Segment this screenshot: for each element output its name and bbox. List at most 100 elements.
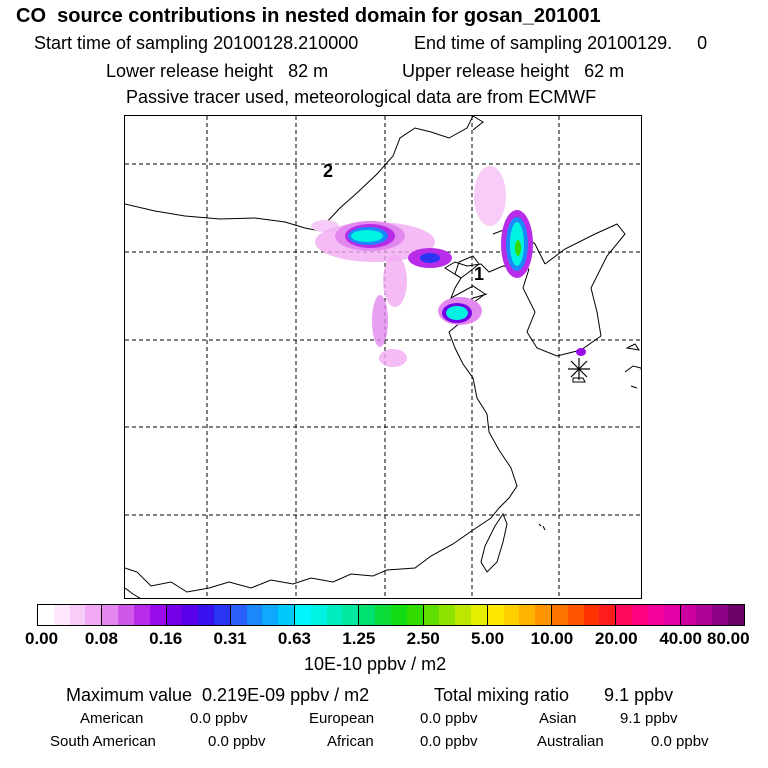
colorbar-cell bbox=[696, 605, 713, 625]
colorbar bbox=[37, 604, 745, 626]
region-value-american: 0.0 ppbv bbox=[190, 710, 248, 727]
tracer-note: Passive tracer used, meteorological data… bbox=[126, 87, 597, 107]
colorbar-tick-label: 0.16 bbox=[149, 629, 183, 648]
colorbar-tick-label: 80.00 bbox=[707, 629, 750, 648]
region-name-african: African bbox=[327, 733, 374, 750]
source-label-1: 1 bbox=[474, 264, 484, 284]
region-value-south-american: 0.0 ppbv bbox=[208, 733, 266, 750]
region-value-asian: 9.1 ppbv bbox=[620, 710, 678, 727]
colorbar-cell bbox=[102, 605, 119, 625]
colorbar-cell bbox=[663, 605, 681, 625]
plume-cell bbox=[383, 255, 407, 307]
region-name-south-american: South American bbox=[50, 733, 156, 750]
colorbar-cell bbox=[295, 605, 311, 625]
region-value-australian: 0.0 ppbv bbox=[651, 733, 709, 750]
colorbar-cell bbox=[712, 605, 728, 625]
colorbar-cell bbox=[503, 605, 520, 625]
colorbar-cell bbox=[647, 605, 664, 625]
plume-cell bbox=[351, 230, 383, 242]
colorbar-cell bbox=[85, 605, 103, 625]
upper-release-height: Upper release height 62 m bbox=[402, 61, 625, 81]
hainan-south-edge bbox=[125, 587, 141, 598]
colorbar-cell bbox=[213, 605, 231, 625]
colorbar-cell bbox=[519, 605, 536, 625]
colorbar-cell bbox=[406, 605, 424, 625]
manchuria-border bbox=[472, 116, 484, 131]
lower-release-height: Lower release height 82 m bbox=[106, 61, 329, 81]
colorbar-cell bbox=[278, 605, 295, 625]
colorbar-cell bbox=[198, 605, 214, 625]
colorbar-cell bbox=[470, 605, 488, 625]
colorbar-cell bbox=[246, 605, 263, 625]
bohai-bay-coast bbox=[454, 255, 480, 279]
colorbar-cell bbox=[166, 605, 183, 625]
japan-kyushu bbox=[624, 365, 641, 373]
colorbar-cell bbox=[149, 605, 167, 625]
colorbar-cell bbox=[182, 605, 199, 625]
colorbar-cell bbox=[375, 605, 391, 625]
colorbar-tick-label: 0.08 bbox=[84, 629, 118, 648]
colorbar-cell bbox=[342, 605, 360, 625]
colorbar-tick-label: 1.25 bbox=[342, 629, 376, 648]
source-label-2: 2 bbox=[323, 161, 333, 181]
start-time-label: Start time of sampling 20100128.210000 bbox=[34, 33, 359, 53]
colorbar-cell bbox=[423, 605, 440, 625]
colorbar-cell bbox=[567, 605, 584, 625]
colorbar-cell bbox=[390, 605, 407, 625]
end-time-label: End time of sampling 20100129. 0 bbox=[414, 33, 708, 53]
colorbar-units: 10E-10 ppbv / m2 bbox=[304, 654, 447, 674]
colorbar-tick-label: 0.31 bbox=[213, 629, 247, 648]
korea-east-coast bbox=[544, 223, 626, 337]
concentration-map: 2 1 bbox=[124, 115, 642, 599]
colorbar-tick-label: 5.00 bbox=[470, 629, 505, 648]
colorbar-tick-label: 0.00 bbox=[25, 629, 59, 648]
colorbar-cell bbox=[439, 605, 456, 625]
colorbar-cell bbox=[262, 605, 279, 625]
map-canvas: 2 1 bbox=[125, 116, 641, 598]
yellow-sea-coast bbox=[125, 261, 530, 593]
colorbar-cell bbox=[599, 605, 617, 625]
grid-lines bbox=[125, 116, 641, 598]
region-name-australian: Australian bbox=[537, 733, 604, 750]
colorbar-cell bbox=[118, 605, 134, 625]
colorbar-cell bbox=[727, 605, 744, 625]
colorbar-cell bbox=[455, 605, 471, 625]
region-name-american: American bbox=[80, 710, 144, 727]
region-name-asian: Asian bbox=[539, 710, 577, 727]
colorbar-cell bbox=[616, 605, 633, 625]
colorbar-cell bbox=[552, 605, 568, 625]
plume-cell bbox=[372, 295, 388, 347]
colorbar-cell bbox=[133, 605, 150, 625]
colorbar-cell bbox=[326, 605, 343, 625]
region-name-european: European bbox=[309, 710, 375, 727]
maximum-value: Maximum value 0.219E-09 ppbv / m2 bbox=[66, 685, 370, 705]
colorbar-cell bbox=[487, 605, 504, 625]
plume-cell bbox=[446, 306, 468, 320]
total-mixing-ratio: Total mixing ratio 9.1 ppbv bbox=[434, 685, 674, 705]
colorbar-cell bbox=[69, 605, 86, 625]
colorbar-cell bbox=[680, 605, 697, 625]
region-value-african: 0.0 ppbv bbox=[420, 733, 478, 750]
colorbar-cell bbox=[310, 605, 327, 625]
region-value-european: 0.0 ppbv bbox=[420, 710, 478, 727]
colorbar-cell bbox=[535, 605, 552, 625]
plume-cell bbox=[576, 348, 586, 356]
colorbar-cell bbox=[230, 605, 247, 625]
colorbar-tick-label: 0.63 bbox=[277, 629, 311, 648]
colorbar-cell bbox=[583, 605, 600, 625]
colorbar-tick-label: 40.00 bbox=[659, 629, 702, 648]
colorbar-cell bbox=[359, 605, 376, 625]
plume-cell bbox=[420, 253, 440, 263]
plume-peak bbox=[515, 240, 521, 256]
colorbar-tick-label: 10.00 bbox=[530, 629, 574, 648]
mongolia-border bbox=[125, 116, 474, 232]
korea-west-coast bbox=[522, 268, 602, 357]
colorbar-cell bbox=[632, 605, 648, 625]
japan-islands bbox=[538, 343, 641, 531]
colorbar-tick-label: 2.50 bbox=[406, 629, 440, 648]
plume-cell bbox=[379, 349, 407, 367]
colorbar-tick-label: 20.00 bbox=[594, 629, 638, 648]
plume-cell bbox=[474, 166, 506, 226]
colorbar-cell bbox=[38, 605, 54, 625]
taiwan-island bbox=[480, 512, 508, 573]
